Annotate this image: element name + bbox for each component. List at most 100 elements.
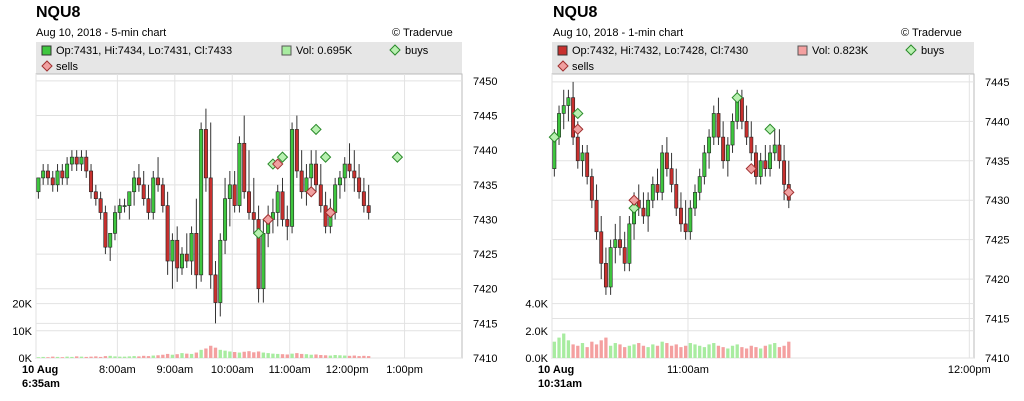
candle-body xyxy=(247,191,251,213)
candlestick-chart: 7410 7415 7420 7425 7430 7435 7440 7445 0.0K 2.0K… xyxy=(525,42,1009,390)
legend-sells-marker xyxy=(41,60,53,72)
volume-bar xyxy=(256,351,261,358)
candle-body xyxy=(189,233,194,262)
volume-bar xyxy=(782,345,786,358)
candle-body xyxy=(275,191,280,213)
candle-body xyxy=(361,191,366,206)
candle-body xyxy=(318,184,323,206)
candle-body xyxy=(65,163,70,179)
candle-body xyxy=(208,177,213,276)
volume-bar xyxy=(151,355,155,358)
volume-bar xyxy=(89,356,93,358)
candle-body xyxy=(227,184,232,199)
volume-bar xyxy=(65,356,69,358)
candle-body xyxy=(113,212,117,234)
volume-bar xyxy=(98,356,103,358)
candle-body xyxy=(165,205,170,262)
buy-marker xyxy=(764,123,776,135)
buy-marker xyxy=(276,151,289,163)
candle-body xyxy=(557,113,561,138)
volume-bar xyxy=(362,355,366,358)
candle-body xyxy=(725,144,730,162)
candle-body xyxy=(674,184,679,209)
x-tick-label-2: 6:35am xyxy=(22,378,60,390)
volume-bar xyxy=(759,348,763,358)
volume-bar xyxy=(641,345,646,358)
candle-body xyxy=(618,239,622,248)
volume-bar xyxy=(328,355,333,358)
plot-area xyxy=(551,73,975,359)
candle-body xyxy=(93,191,98,199)
legend-candle-swatch xyxy=(557,45,568,56)
volume-tick-label: 0.0K xyxy=(525,353,548,365)
chart-panel-5min: NQU8 Aug 10, 2018 - 5-min chart © Trader… xyxy=(12,4,497,390)
legend-background xyxy=(36,42,462,74)
candle-body xyxy=(103,212,108,248)
volume-bar xyxy=(730,345,735,358)
candle-body xyxy=(739,97,744,122)
volume-bar xyxy=(175,354,179,358)
volume-tick-label: 20K xyxy=(12,299,32,311)
buy-marker xyxy=(731,91,743,104)
volume-bar xyxy=(118,356,122,358)
volume-bar xyxy=(773,343,777,358)
candle-body xyxy=(89,170,94,193)
buy-marker xyxy=(548,131,561,143)
y-tick-label: 7450 xyxy=(473,76,497,88)
volume-tick-label: 10K xyxy=(12,326,32,338)
buy-marker xyxy=(319,151,332,163)
legend-volume-text: Vol: 0.695K xyxy=(296,45,353,57)
candle-body xyxy=(716,113,721,138)
candle-body xyxy=(561,105,566,114)
volume-bar xyxy=(698,345,702,358)
volume-bar xyxy=(660,341,664,358)
candle-body xyxy=(136,177,141,186)
volume-bar xyxy=(185,353,189,358)
volume-bar xyxy=(576,345,580,358)
y-tick-label: 7415 xyxy=(473,318,497,330)
candle-body xyxy=(768,152,772,169)
chart-panel-1min: NQU8 Aug 10, 2018 - 1-min chart © Trader… xyxy=(512,0,1024,401)
volume-bar xyxy=(552,341,556,358)
volume-bar xyxy=(618,344,622,358)
volume-bar xyxy=(735,344,739,358)
candle-body xyxy=(237,142,242,206)
volume-bar xyxy=(693,344,697,358)
candle-body xyxy=(98,198,103,213)
brand-label: © Tradervue xyxy=(392,27,453,39)
volume-bar xyxy=(309,354,313,358)
candle-body xyxy=(170,239,175,262)
y-tick-label: 7410 xyxy=(473,353,497,365)
volume-bar xyxy=(36,357,41,358)
x-tick-label: 12:00pm xyxy=(326,364,369,376)
volume-bar xyxy=(319,355,323,358)
y-tick-label: 7410 xyxy=(985,353,1009,365)
volume-bar xyxy=(51,356,55,358)
candle-body xyxy=(60,170,65,179)
sell-marker xyxy=(745,162,757,175)
volume-bar xyxy=(276,353,280,358)
candle-body xyxy=(242,142,247,193)
y-tick-label: 7445 xyxy=(473,111,497,123)
volume-bar xyxy=(204,348,208,358)
candle-body xyxy=(608,247,613,288)
legend-candle-swatch xyxy=(41,45,52,56)
volume-tick-label: 4.0K xyxy=(525,299,548,311)
volume-bar xyxy=(285,354,289,358)
candle-body xyxy=(213,274,218,303)
legend-ohlc-text: Op:7431, Hi:7434, Lo:7431, Cl:7433 xyxy=(56,45,232,57)
y-tick-label: 7430 xyxy=(985,195,1009,207)
sell-marker xyxy=(262,213,274,226)
candle-body xyxy=(122,205,127,207)
candle-body xyxy=(669,168,674,185)
candle-body xyxy=(251,212,256,220)
volume-bar xyxy=(623,347,627,358)
volume-bar xyxy=(252,352,256,358)
legend-volume-text: Vol: 0.823K xyxy=(812,45,869,57)
buy-marker xyxy=(572,107,584,120)
sell-marker xyxy=(572,123,584,135)
volume-bar xyxy=(604,337,608,358)
volume-bar xyxy=(280,354,285,358)
y-tick-label: 7440 xyxy=(985,116,1009,128)
y-tick-label: 7445 xyxy=(985,77,1009,89)
